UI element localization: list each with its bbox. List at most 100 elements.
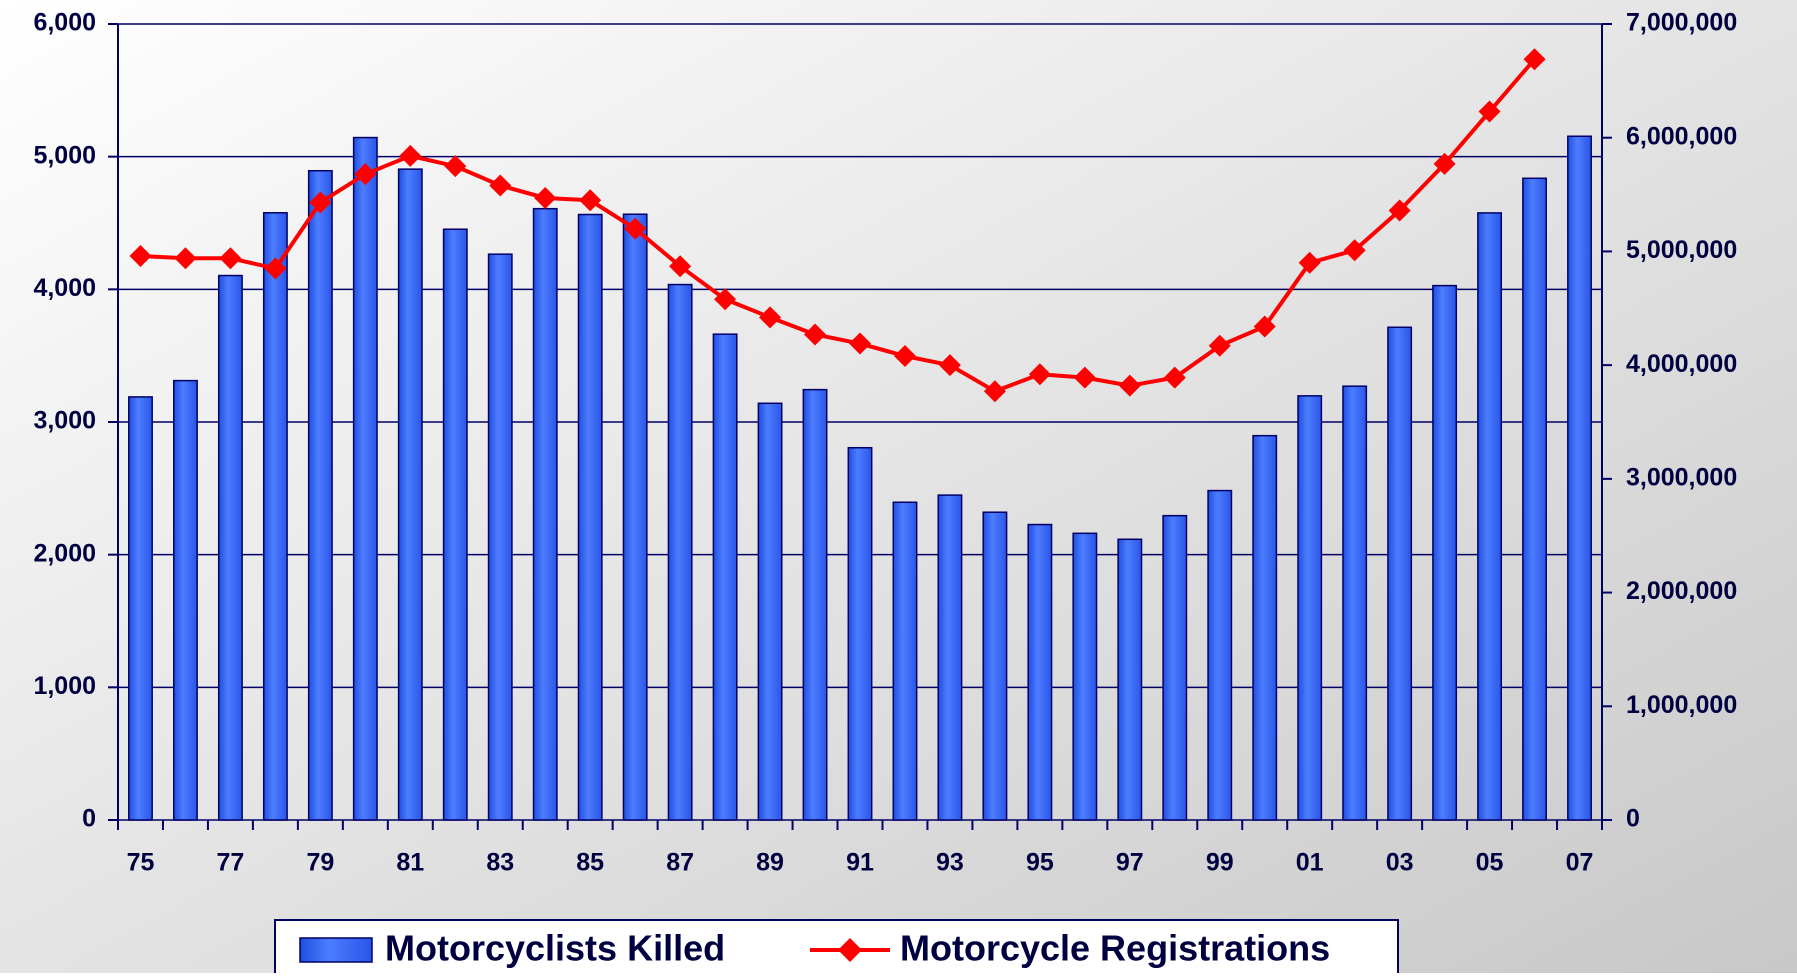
x-tick-label: 85 [576, 849, 604, 877]
bar [487, 253, 513, 821]
marker [579, 189, 602, 212]
marker [264, 257, 287, 280]
marker [1433, 152, 1456, 175]
bar [892, 501, 918, 821]
y-tick-label: 6,000 [33, 9, 96, 37]
bar [397, 168, 423, 821]
bar [757, 402, 783, 821]
y2-tick-label: 7,000,000 [1626, 9, 1737, 37]
marker [1343, 239, 1366, 262]
marker [354, 163, 377, 186]
x-tick-label: 75 [127, 849, 155, 877]
bar [1342, 385, 1368, 821]
bar [1297, 395, 1323, 821]
bar [442, 228, 468, 821]
legend-marker [838, 938, 862, 962]
bar [307, 169, 333, 821]
marker [893, 345, 916, 368]
bar [1252, 434, 1278, 821]
x-tick-label: 99 [1206, 849, 1234, 877]
x-tick-label: 93 [936, 849, 964, 877]
marker [1523, 48, 1546, 71]
y-tick-label: 3,000 [33, 407, 96, 435]
bar [622, 213, 648, 821]
x-tick-label: 05 [1476, 849, 1504, 877]
bar [1567, 135, 1592, 821]
marker [669, 255, 692, 278]
y-tick-label: 0 [82, 805, 96, 833]
x-tick-label: 89 [756, 849, 784, 877]
marker [714, 288, 737, 311]
marker [309, 191, 332, 214]
bar [1162, 514, 1188, 821]
marker [849, 332, 871, 355]
bar [577, 213, 603, 821]
bar [667, 283, 693, 821]
x-tick-label: 77 [217, 849, 245, 877]
bar [217, 274, 243, 821]
bar [1072, 532, 1098, 821]
bar [173, 379, 198, 821]
bar [1522, 177, 1547, 821]
y2-tick-label: 3,000,000 [1626, 463, 1737, 491]
x-tick-label: 03 [1386, 849, 1414, 877]
bar [532, 207, 558, 821]
bar [712, 333, 738, 821]
marker [1298, 251, 1321, 274]
marker [219, 247, 242, 270]
x-tick-label: 07 [1566, 849, 1594, 877]
marker [399, 144, 422, 167]
bar [1387, 326, 1413, 821]
x-tick-label: 91 [846, 849, 874, 877]
marker [129, 244, 152, 267]
marker [1478, 100, 1501, 123]
y2-tick-label: 4,000,000 [1626, 350, 1737, 378]
marker [1073, 366, 1096, 389]
legend-swatch [299, 937, 373, 963]
marker [983, 380, 1006, 403]
marker [1118, 374, 1141, 397]
bar [847, 446, 873, 821]
marker [759, 306, 782, 329]
marker [1028, 363, 1051, 386]
marker [624, 217, 647, 240]
legend-label: Motorcycle Registrations [900, 928, 1330, 969]
y-tick-label: 4,000 [33, 274, 96, 302]
bar [1432, 284, 1458, 821]
marker [1208, 334, 1231, 357]
x-tick-label: 83 [486, 849, 514, 877]
bar [128, 396, 153, 821]
y2-tick-label: 2,000,000 [1626, 577, 1737, 605]
marker [804, 323, 827, 346]
y2-tick-label: 5,000,000 [1626, 236, 1737, 264]
y2-tick-label: 6,000,000 [1626, 122, 1737, 150]
bar [802, 388, 828, 821]
marker [444, 155, 467, 178]
y2-tick-label: 1,000,000 [1626, 691, 1737, 719]
y2-tick-label: 0 [1626, 805, 1640, 833]
marker [938, 354, 961, 377]
bar [262, 212, 288, 821]
y-tick-label: 2,000 [33, 539, 96, 567]
bar [1477, 212, 1503, 821]
marker [1163, 366, 1186, 389]
marker [534, 186, 557, 209]
marker [489, 174, 512, 197]
x-tick-label: 97 [1116, 849, 1144, 877]
x-tick-label: 01 [1296, 849, 1324, 877]
bar [1117, 538, 1143, 821]
bar [1207, 489, 1233, 821]
legend-label: Motorcyclists Killed [385, 928, 725, 969]
marker [1253, 315, 1276, 338]
bar [937, 494, 963, 821]
x-tick-label: 79 [306, 849, 334, 877]
bar [1027, 523, 1053, 821]
bar [352, 136, 378, 821]
y-tick-label: 5,000 [33, 141, 96, 169]
x-tick-label: 81 [396, 849, 424, 877]
x-tick-label: 95 [1026, 849, 1054, 877]
marker [1388, 199, 1411, 222]
bar [982, 511, 1008, 821]
y-tick-label: 1,000 [33, 672, 96, 700]
